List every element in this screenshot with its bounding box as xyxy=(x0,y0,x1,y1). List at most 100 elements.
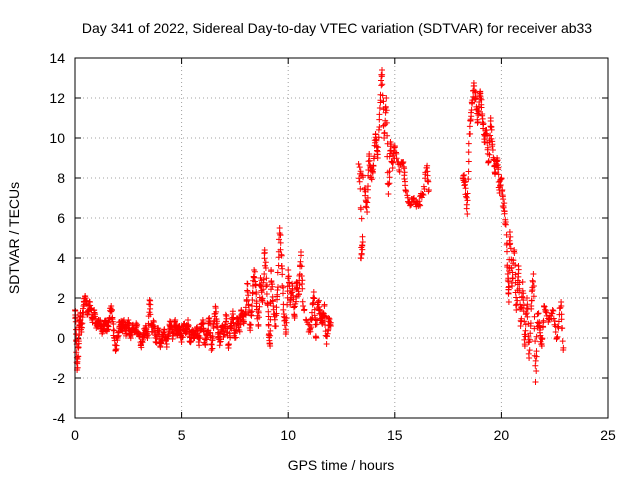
data-point-marker xyxy=(462,185,469,192)
data-point-marker xyxy=(559,325,566,332)
data-point-marker xyxy=(386,174,393,181)
axis-ticks: 0 5 10 15 20 25 -4 -2 0 2 4 6 8 10 12 14 xyxy=(49,50,616,443)
y-tick-label: 8 xyxy=(57,170,65,186)
data-point-marker xyxy=(509,275,516,282)
data-point-marker xyxy=(260,279,267,286)
data-point-marker xyxy=(520,290,527,297)
data-point-marker xyxy=(144,335,151,341)
data-point-marker xyxy=(524,313,531,320)
data-point-marker xyxy=(379,81,386,88)
data-point-marker xyxy=(213,308,220,315)
data-point-marker xyxy=(147,311,154,318)
data-point-marker xyxy=(285,273,292,280)
data-point-marker xyxy=(244,281,251,287)
data-point-marker xyxy=(310,289,317,295)
data-point-marker xyxy=(359,233,366,240)
data-point-marker xyxy=(356,178,363,185)
data-point-marker xyxy=(517,323,524,329)
data-point-marker xyxy=(516,289,523,296)
data-point-marker xyxy=(388,141,395,148)
data-point-marker xyxy=(138,344,145,351)
data-point-marker xyxy=(499,188,505,195)
data-point-marker xyxy=(280,284,287,291)
data-point-marker xyxy=(508,264,515,271)
data-point-marker xyxy=(515,266,522,273)
data-point-marker xyxy=(358,251,365,258)
data-point-marker xyxy=(258,296,265,303)
data-point-marker xyxy=(209,335,216,342)
data-point-marker xyxy=(507,245,514,252)
data-point-marker xyxy=(237,321,244,328)
data-point-marker xyxy=(464,211,471,217)
data-point-marker xyxy=(540,317,547,324)
data-point-marker xyxy=(401,165,408,172)
data-point-marker xyxy=(283,315,290,321)
data-point-marker xyxy=(376,124,383,130)
data-point-marker xyxy=(386,168,393,175)
data-point-marker xyxy=(202,342,209,348)
data-point-marker xyxy=(200,319,207,326)
data-point-marker xyxy=(321,303,328,309)
data-point-marker xyxy=(75,353,82,360)
data-point-marker xyxy=(375,134,382,141)
data-point-marker xyxy=(511,250,518,256)
data-point-marker xyxy=(253,291,260,297)
data-point-marker xyxy=(357,204,364,211)
data-point-marker xyxy=(465,149,472,156)
y-tick-label: 6 xyxy=(57,210,65,226)
data-point-marker xyxy=(376,111,383,118)
data-point-marker xyxy=(467,130,474,137)
x-tick-label: 20 xyxy=(494,427,510,443)
data-point-marker xyxy=(533,348,540,355)
data-point-marker xyxy=(550,307,557,314)
data-point-marker xyxy=(225,341,232,348)
data-point-marker xyxy=(311,295,317,302)
data-point-marker xyxy=(533,333,540,340)
y-tick-label: 0 xyxy=(57,330,65,346)
data-point-marker xyxy=(313,334,319,341)
data-point-marker xyxy=(383,107,390,114)
data-point-marker xyxy=(309,300,316,307)
data-point-marker xyxy=(464,197,471,204)
x-tick-label: 5 xyxy=(178,427,186,443)
y-tick-label: 14 xyxy=(49,50,65,66)
plot-frame xyxy=(74,57,609,419)
x-axis-label: GPS time / hours xyxy=(288,457,395,473)
data-point-marker xyxy=(106,315,113,322)
data-point-marker xyxy=(232,334,239,341)
data-point-marker xyxy=(358,215,365,222)
data-point-marker xyxy=(365,172,372,179)
y-axis-label: SDTVAR / TECUs xyxy=(6,182,22,294)
data-point-marker xyxy=(552,329,559,335)
data-point-marker xyxy=(355,161,362,167)
data-point-marker xyxy=(554,323,561,330)
data-point-marker xyxy=(424,162,431,169)
data-point-marker xyxy=(157,344,164,351)
data-point-marker xyxy=(374,151,381,158)
data-point-marker xyxy=(501,200,508,207)
data-point-marker xyxy=(362,203,369,210)
data-point-marker xyxy=(320,317,326,324)
data-point-marker xyxy=(359,242,366,249)
data-point-marker xyxy=(538,343,545,349)
data-point-marker xyxy=(249,308,256,315)
data-point-marker xyxy=(147,305,154,312)
data-point-marker xyxy=(519,293,526,300)
data-point-marker xyxy=(498,175,505,182)
data-point-marker xyxy=(257,282,264,289)
data-point-marker xyxy=(311,312,318,319)
data-point-marker xyxy=(258,289,265,296)
data-point-marker xyxy=(554,333,561,340)
data-point-marker xyxy=(500,204,507,211)
data-point-marker xyxy=(419,191,426,197)
data-point-marker xyxy=(272,323,279,330)
data-point-marker xyxy=(268,268,275,275)
data-point-marker xyxy=(526,347,533,354)
data-point-marker xyxy=(278,252,285,259)
data-point-marker xyxy=(504,248,510,255)
data-point-marker xyxy=(253,300,260,307)
data-point-marker xyxy=(276,236,282,243)
data-point-marker xyxy=(489,141,496,148)
data-point-marker xyxy=(519,279,526,285)
